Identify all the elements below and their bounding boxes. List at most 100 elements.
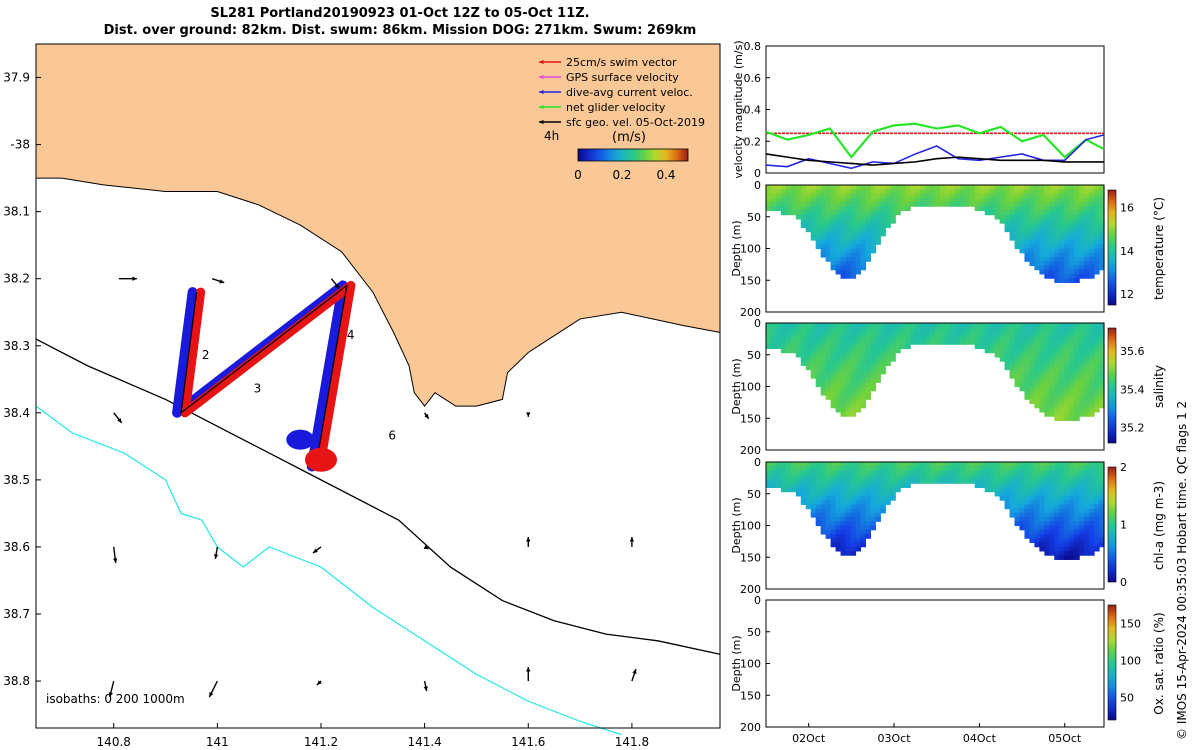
section-cell <box>1029 235 1036 241</box>
section-cell <box>1074 189 1080 195</box>
section-cell <box>1039 361 1045 366</box>
section-cell <box>840 521 847 527</box>
section-cell <box>850 339 857 345</box>
section-cell <box>969 478 976 484</box>
section-cell <box>840 201 847 207</box>
geo-velocity-arrow-head <box>108 692 113 698</box>
section-cell <box>1034 361 1040 366</box>
section-cell <box>989 201 996 207</box>
section-cell <box>935 466 941 472</box>
section-cell <box>920 193 926 199</box>
section-cell <box>1084 235 1090 241</box>
section-cell <box>865 248 871 254</box>
section-cell <box>1044 399 1050 405</box>
section-cell <box>1064 466 1070 472</box>
section-cell <box>905 323 911 328</box>
section-cell <box>1039 269 1045 275</box>
section-cell <box>1054 339 1060 345</box>
section-cell <box>1019 478 1026 484</box>
section-cell <box>935 462 941 467</box>
section-cell <box>770 466 777 472</box>
section-cell <box>1019 244 1026 250</box>
section-cell <box>1044 542 1050 548</box>
section-cell <box>805 495 812 501</box>
section-cell <box>1074 273 1080 279</box>
track-line <box>180 284 348 467</box>
section-cell <box>1069 483 1075 488</box>
section-cell <box>1069 273 1075 279</box>
section-cell <box>925 185 931 190</box>
section-cell <box>855 512 862 518</box>
section-cell <box>860 500 867 505</box>
section-cell <box>1069 210 1075 216</box>
section-cell <box>1084 361 1090 366</box>
section-cell <box>984 327 991 333</box>
section-cell <box>855 462 862 467</box>
section-cell <box>1014 356 1021 362</box>
section-cell <box>850 508 857 514</box>
section-cell <box>1039 521 1045 527</box>
section-cell <box>870 508 876 514</box>
section-cell <box>870 339 876 345</box>
section-cell <box>979 331 986 337</box>
section-cell <box>1049 348 1055 354</box>
section-cell <box>1079 361 1085 366</box>
section-cell <box>900 197 906 203</box>
section-cell <box>925 470 931 476</box>
section-cell <box>845 323 852 328</box>
section-cell <box>780 344 787 349</box>
section-cell <box>785 201 792 207</box>
section-cell <box>1009 185 1016 190</box>
section-cell <box>1084 378 1090 383</box>
velocity-y-tick-label: 0 <box>754 167 761 180</box>
section-cell <box>1079 474 1085 480</box>
chart-title-line1: SL281 Portland20190923 01-Oct 12Z to 05-… <box>210 6 590 21</box>
section-cell <box>925 193 931 199</box>
section-cell <box>1049 512 1055 518</box>
section-cell <box>1059 533 1065 539</box>
section-cell <box>1074 550 1080 556</box>
section-cell <box>1024 373 1031 379</box>
section-cell <box>1099 386 1105 392</box>
section-cell <box>855 252 862 258</box>
section-cell <box>1079 470 1085 476</box>
section-cell <box>1044 223 1050 228</box>
section-cell <box>870 483 876 488</box>
section-cell <box>766 462 772 467</box>
section-cell <box>1089 344 1095 349</box>
section-cell <box>1054 373 1060 379</box>
section-cell <box>1019 223 1026 228</box>
section-cell <box>880 331 886 337</box>
section-cell <box>964 201 971 207</box>
section-cell <box>840 403 847 409</box>
section-cell <box>1069 550 1075 556</box>
section-cell <box>1034 235 1040 241</box>
section-cell <box>870 193 876 199</box>
section-cell <box>1064 197 1070 203</box>
section-cell <box>795 478 802 484</box>
section-cell <box>850 197 857 203</box>
section-cell <box>1019 193 1026 199</box>
section-cell <box>1039 474 1045 480</box>
section-cell <box>1084 466 1090 472</box>
section-cell <box>1064 252 1070 258</box>
section-cell <box>1014 189 1021 195</box>
section-cell <box>1044 189 1050 195</box>
section-cell <box>1099 218 1105 224</box>
section-cell <box>875 512 881 518</box>
section-cell <box>994 201 1001 207</box>
section-cell <box>880 335 886 341</box>
section-cell <box>1034 495 1040 501</box>
section-cell <box>840 223 847 228</box>
section-cell <box>1049 331 1055 337</box>
section-cell <box>1019 369 1026 375</box>
section-cell <box>1029 533 1036 539</box>
section-cell <box>820 521 827 527</box>
section-cell <box>1099 382 1105 388</box>
section-cell <box>1089 373 1095 379</box>
section-cell <box>1074 495 1080 501</box>
section-cell <box>805 487 812 493</box>
section-cell <box>1044 407 1050 413</box>
section-cell <box>939 185 946 190</box>
section-cell <box>850 538 857 544</box>
